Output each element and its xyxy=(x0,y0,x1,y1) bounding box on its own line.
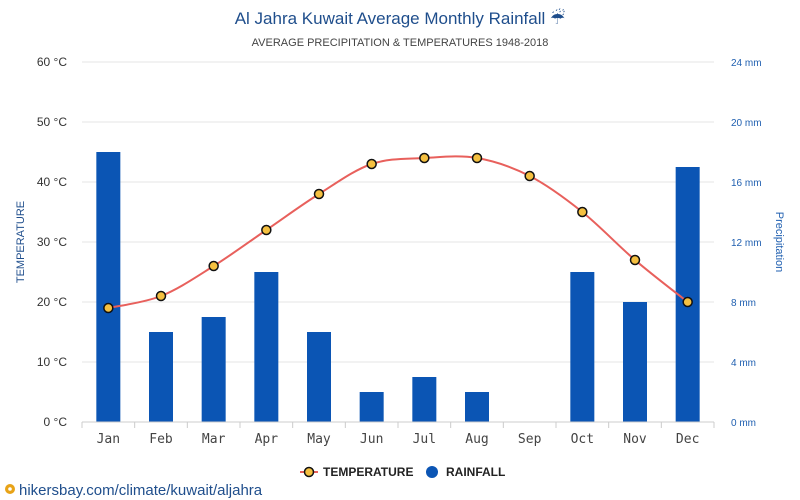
source-url[interactable]: hikersbay.com/climate/kuwait/aljahra xyxy=(19,482,263,499)
chart-title: Al Jahra Kuwait Average Monthly Rainfall… xyxy=(235,8,566,28)
rainfall-bar xyxy=(359,392,384,422)
x-tick-label: May xyxy=(307,432,331,447)
temperature-point xyxy=(524,170,535,182)
axes: 0 °C 0 mm 10 °C 4 mm 20 °C 8 mm 30 °C 12 mm 40 °… xyxy=(37,55,762,447)
temperature-point xyxy=(261,224,272,236)
y-left-tick-label: 40 °C xyxy=(37,175,67,189)
y-right-tick-label: 20 mm xyxy=(731,118,762,129)
y-right-tick-label: 0 mm xyxy=(731,418,756,429)
x-tick-label: Jul xyxy=(413,432,436,447)
x-tick-label: Aug xyxy=(465,432,488,447)
legend: TEMPERATURE RAINFALL xyxy=(300,465,505,479)
y-left-tick-label: 30 °C xyxy=(37,235,67,249)
x-tick-label: Jun xyxy=(360,432,383,447)
x-tick-label: Jan xyxy=(97,432,120,447)
chart-subtitle: AVERAGE PRECIPITATION & TEMPERATURES 194… xyxy=(252,37,549,49)
temperature-point xyxy=(155,290,167,302)
temperature-point xyxy=(208,260,219,272)
legend-temperature-marker xyxy=(303,466,315,478)
y-left-tick-label: 0 °C xyxy=(44,415,68,429)
legend-rainfall-marker xyxy=(426,466,438,478)
rainfall-bar xyxy=(307,332,331,422)
x-tick-label: Feb xyxy=(149,432,173,447)
x-tick-label: Oct xyxy=(571,432,594,447)
temperature-point xyxy=(629,254,641,266)
y-right-tick-label: 16 mm xyxy=(731,178,762,189)
rainfall-bar xyxy=(149,332,173,422)
temperature-point xyxy=(419,152,430,164)
x-tick-label: Dec xyxy=(676,432,699,447)
y-left-tick-label: 50 °C xyxy=(37,115,67,129)
temperature-point xyxy=(682,296,693,308)
y-right-tick-label: 24 mm xyxy=(731,58,762,69)
temperature-line-group xyxy=(103,152,693,314)
rainfall-bar xyxy=(570,272,595,422)
grid xyxy=(82,61,714,363)
location-pin-dot xyxy=(8,487,12,491)
temperature-point xyxy=(471,152,483,164)
rainfall-bar xyxy=(465,392,489,422)
y-left-tick-label: 20 °C xyxy=(37,295,67,309)
rainfall-bar xyxy=(254,272,279,422)
temperature-point xyxy=(103,302,114,314)
temperature-point xyxy=(577,206,588,218)
rainfall-bars xyxy=(96,152,700,422)
x-tick-label: Sep xyxy=(518,432,542,447)
y-right-tick-label: 4 mm xyxy=(731,358,756,369)
temperature-line xyxy=(108,155,689,309)
legend-temperature-label: TEMPERATURE xyxy=(323,465,413,479)
x-tick-label: Mar xyxy=(202,432,226,447)
y-right-axis-title: Precipitation xyxy=(773,212,785,273)
rainfall-bar xyxy=(201,317,226,422)
y-left-tick-label: 10 °C xyxy=(37,355,67,369)
y-left-tick-label: 60 °C xyxy=(37,55,67,69)
source-link[interactable]: hikersbay.com/climate/kuwait/aljahra xyxy=(5,482,263,499)
temperature-point xyxy=(366,158,377,170)
x-tick-label: Apr xyxy=(255,432,279,447)
y-right-tick-label: 8 mm xyxy=(731,298,756,309)
temperature-point xyxy=(313,188,325,200)
legend-rainfall-label: RAINFALL xyxy=(446,465,505,479)
rainfall-bar xyxy=(412,377,437,422)
y-left-axis-title: TEMPERATURE xyxy=(15,201,27,283)
rainfall-bar xyxy=(623,302,647,422)
y-right-tick-label: 12 mm xyxy=(731,238,762,249)
rainfall-bar xyxy=(96,152,121,422)
x-tick-label: Nov xyxy=(623,432,647,447)
